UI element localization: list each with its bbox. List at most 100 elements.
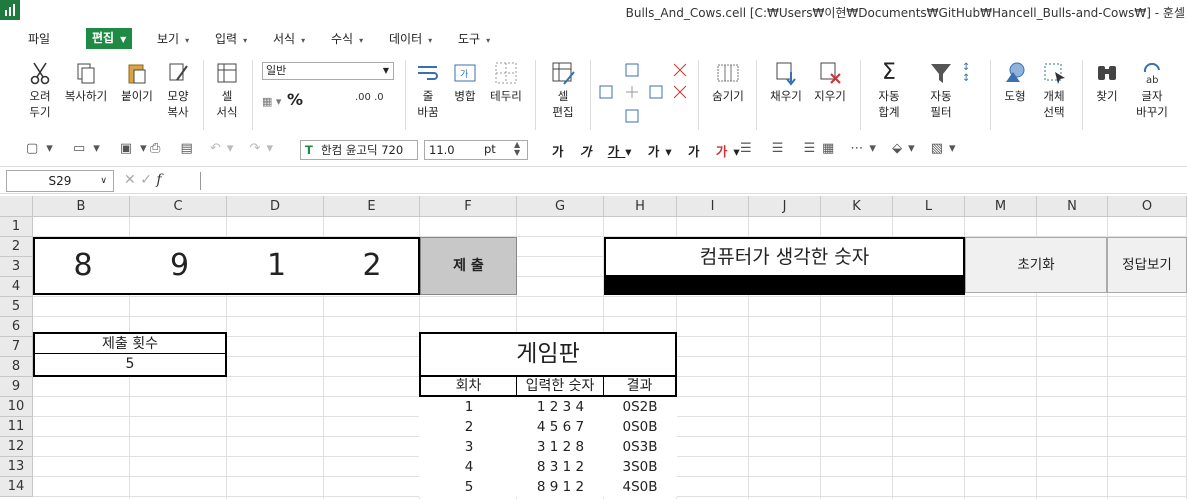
paste-button[interactable]: 붙이기	[118, 60, 156, 104]
font-size-input[interactable]: 11.0	[424, 140, 528, 160]
row-header[interactable]: 11	[0, 417, 33, 437]
row-header[interactable]: 2	[0, 237, 33, 257]
board-cell-number[interactable]: 3 1 2 8	[536, 439, 585, 455]
digit-cell[interactable]: 2	[362, 248, 382, 283]
row-header[interactable]: 1	[0, 217, 33, 237]
column-header[interactable]: J	[749, 196, 821, 217]
formula-input[interactable]	[200, 172, 1180, 190]
board-cell-round[interactable]: 3	[464, 439, 474, 455]
file-quick-icons[interactable]: ▢▾ ▭▾ ▣▾	[26, 141, 155, 156]
column-header[interactable]: K	[821, 196, 893, 217]
wrap-label: 줄 바꿈	[417, 89, 439, 119]
board-cell-result[interactable]: 0S2B	[622, 399, 658, 415]
submit-button[interactable]: 제 출	[420, 237, 517, 295]
row-header[interactable]: 9	[0, 377, 33, 397]
column-header[interactable]: O	[1108, 196, 1187, 217]
row-header[interactable]: 14	[0, 477, 33, 497]
menu-view[interactable]: 보기 ▾	[157, 29, 189, 49]
autofilter-button[interactable]: 자동 필터	[924, 60, 958, 120]
border-button[interactable]: 테두리	[486, 60, 526, 104]
column-header[interactable]: L	[893, 196, 965, 217]
name-box[interactable]: S29 ∨	[6, 170, 114, 192]
menu-data[interactable]: 데이터 ▾	[389, 29, 432, 49]
merge-button[interactable]: 가 병합	[450, 60, 480, 104]
board-cell-result[interactable]: 0S3B	[622, 439, 658, 455]
format-painter-button[interactable]: 모양 복사	[160, 60, 196, 120]
menu-formula[interactable]: 수식 ▾	[331, 29, 363, 49]
digit-cell[interactable]: 8	[73, 248, 93, 283]
align-buttons[interactable]: ☰ ☰ ☰	[740, 141, 824, 156]
show-answer-button[interactable]: 정답보기	[1107, 237, 1187, 293]
color-buttons[interactable]: ▦ ⋯▾ ⬙▾ ▧▾	[822, 141, 962, 156]
insert-delete-cells-group[interactable]	[598, 62, 692, 128]
sort-icon[interactable]: ↕ ↕	[962, 62, 971, 84]
wrap-text-button[interactable]: 줄 바꿈	[414, 60, 442, 120]
hide-button[interactable]: 숨기기	[708, 60, 748, 104]
copy-button[interactable]: 복사하기	[62, 60, 110, 104]
confirm-icon[interactable]: ✓	[140, 172, 152, 188]
cell-format-button[interactable]: 셀 서식	[212, 60, 242, 120]
board-cell-result[interactable]: 4S0B	[622, 479, 658, 495]
size-spinner[interactable]: ▲ ▼	[514, 140, 521, 157]
cancel-icon[interactable]: ✕	[124, 172, 136, 188]
board-cell-number[interactable]: 1 2 3 4	[536, 399, 585, 415]
column-header[interactable]: B	[33, 196, 130, 217]
filter-icon	[931, 64, 951, 83]
column-header[interactable]: G	[517, 196, 604, 217]
reset-button[interactable]: 초기화	[965, 237, 1107, 293]
board-cell-number[interactable]: 8 3 1 2	[536, 459, 585, 475]
column-header[interactable]: I	[677, 196, 749, 217]
percent-button[interactable]: ▦ ▾ %	[262, 90, 304, 109]
board-cell-round[interactable]: 4	[464, 459, 474, 475]
select-object-button[interactable]: 개체 선택	[1036, 60, 1072, 120]
print-icons[interactable]: ⎙ ▤	[150, 141, 201, 156]
find-button[interactable]: 찾기	[1092, 60, 1122, 104]
cut-button[interactable]: 오려 두기	[22, 60, 58, 120]
menu-file[interactable]: 파일	[28, 29, 50, 49]
function-icon[interactable]: f	[156, 172, 162, 188]
menu-format[interactable]: 서식 ▾	[273, 29, 305, 49]
column-header[interactable]: D	[227, 196, 324, 217]
column-header[interactable]: E	[324, 196, 420, 217]
board-cell-result[interactable]: 3S0B	[622, 459, 658, 475]
shape-button[interactable]: 도형	[1000, 60, 1030, 104]
font-style-buttons[interactable]: 가 가 가▾ 가▾ 가 가▾	[552, 144, 746, 159]
replace-button[interactable]: ab 글자 바꾸기	[1130, 60, 1174, 120]
column-header[interactable]: H	[604, 196, 677, 217]
board-cell-round[interactable]: 2	[464, 419, 474, 435]
fill-button[interactable]: 채우기	[766, 60, 806, 104]
board-cell-result[interactable]: 0S0B	[622, 419, 658, 435]
row-header[interactable]: 8	[0, 357, 33, 377]
ribbon-separator	[698, 60, 699, 130]
select-all-corner[interactable]	[0, 196, 33, 217]
cell-edit-button[interactable]: 셀 편집	[546, 60, 580, 120]
row-header[interactable]: 12	[0, 437, 33, 457]
column-header[interactable]: F	[420, 196, 517, 217]
row-header[interactable]: 5	[0, 297, 33, 317]
decimal-buttons[interactable]: .00 .0	[355, 92, 384, 103]
row-header[interactable]: 6	[0, 317, 33, 337]
font-name-select[interactable]: T 한컴 윤고딕 720	[300, 140, 418, 160]
undo-redo-icons[interactable]: ↶▾ ↷▾	[210, 141, 279, 156]
board-cell-round[interactable]: 5	[464, 479, 474, 495]
row-header[interactable]: 13	[0, 457, 33, 477]
merge-icon: 가	[454, 64, 476, 82]
board-cell-number[interactable]: 8 9 1 2	[536, 479, 585, 495]
row-header[interactable]: 10	[0, 397, 33, 417]
column-header[interactable]: M	[965, 196, 1037, 217]
digit-cell[interactable]: 1	[266, 248, 287, 283]
autosum-button[interactable]: Σ 자동 합계	[872, 60, 906, 120]
column-header[interactable]: C	[130, 196, 227, 217]
menu-edit[interactable]: 편집 ▼	[86, 28, 133, 49]
digit-cell[interactable]: 9	[169, 248, 190, 283]
row-header[interactable]: 3	[0, 257, 33, 277]
row-header[interactable]: 7	[0, 337, 33, 357]
clear-button[interactable]: 지우기	[810, 60, 850, 104]
column-header[interactable]: N	[1037, 196, 1108, 217]
number-format-select[interactable]: 일반 ▼	[262, 62, 394, 80]
board-cell-number[interactable]: 4 5 6 7	[536, 419, 585, 435]
board-cell-round[interactable]: 1	[464, 399, 474, 415]
menu-tools[interactable]: 도구 ▾	[458, 29, 490, 49]
row-header[interactable]: 4	[0, 277, 33, 297]
menu-insert[interactable]: 입력 ▾	[215, 29, 247, 49]
